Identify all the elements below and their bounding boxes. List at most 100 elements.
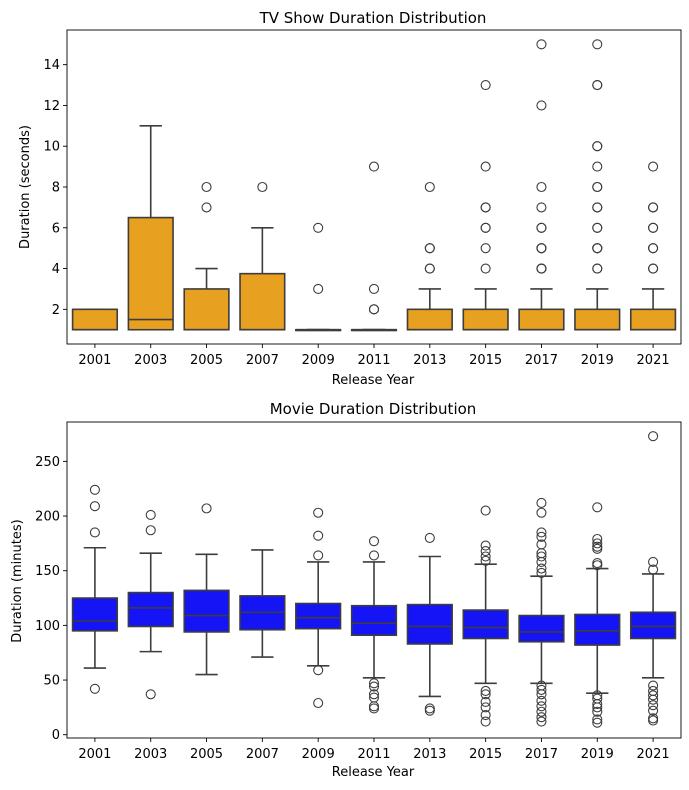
- x-tick-label: 2007: [246, 747, 279, 762]
- outlier-point: [536, 100, 547, 111]
- x-tick-label: 2003: [134, 353, 167, 368]
- x-tick-label: 2005: [190, 747, 223, 762]
- iqr-box: [127, 216, 174, 331]
- outlier-point: [592, 243, 603, 254]
- outlier-point: [648, 243, 659, 254]
- outlier-point: [648, 161, 659, 172]
- iqr-box: [183, 288, 230, 331]
- outlier-point: [480, 716, 491, 727]
- outlier-point: [592, 541, 603, 552]
- outlier-point: [592, 706, 603, 717]
- y-tick-label: 250: [35, 455, 60, 470]
- outlier-point: [424, 263, 435, 274]
- outlier-point: [592, 543, 603, 554]
- outlier-point: [536, 556, 547, 568]
- outlier-point: [592, 161, 603, 172]
- outlier-point: [313, 222, 324, 233]
- outlier-point: [201, 181, 212, 193]
- box-2021: [629, 431, 677, 726]
- y-tick-label: 6: [52, 221, 60, 236]
- outlier-point: [480, 263, 491, 274]
- outlier-point: [536, 712, 547, 723]
- box-2011: [350, 536, 398, 714]
- x-tick-label: 2013: [413, 747, 446, 762]
- outlier-point: [648, 713, 659, 724]
- outlier-point: [313, 507, 324, 518]
- outlier-point: [648, 564, 659, 575]
- outlier-point: [424, 532, 435, 543]
- outlier-point: [89, 527, 100, 538]
- x-tick-label: 2009: [302, 353, 335, 368]
- outlier-point: [648, 263, 659, 274]
- iqr-box: [629, 611, 677, 640]
- iqr-box: [462, 609, 509, 640]
- outlier-point: [592, 181, 603, 193]
- outlier-point: [536, 531, 547, 542]
- iqr-box: [574, 613, 621, 646]
- outlier-point: [648, 705, 659, 716]
- box-2001: [71, 484, 119, 694]
- box-2005: [183, 181, 230, 331]
- box-2005: [183, 503, 230, 676]
- outlier-point: [89, 501, 100, 512]
- movie-duration-chart: Movie Duration Distribution Release Year…: [10, 400, 682, 780]
- outlier-point: [89, 683, 100, 694]
- box-2017: [518, 497, 565, 727]
- x-tick-label: 2015: [469, 747, 502, 762]
- iqr-box: [71, 308, 119, 331]
- box-2017: [518, 39, 565, 331]
- y-tick-label: 150: [35, 564, 60, 579]
- outlier-point: [648, 202, 659, 213]
- outlier-point: [536, 551, 547, 562]
- iqr-box: [518, 614, 565, 643]
- y-tick-label: 4: [52, 262, 60, 277]
- x-tick-label: 2019: [581, 747, 614, 762]
- box-2015: [462, 505, 509, 727]
- chart-title: TV Show Duration Distribution: [259, 9, 487, 27]
- y-tick-label: 8: [52, 181, 60, 196]
- outlier-point: [480, 161, 491, 172]
- x-tick-label: 2017: [525, 353, 558, 368]
- y-tick-label: 100: [35, 619, 60, 634]
- outlier-point: [368, 283, 380, 294]
- outlier-point: [480, 243, 491, 254]
- tv-duration-chart: TV Show Duration Distribution Release Ye…: [18, 9, 682, 388]
- outlier-point: [313, 697, 324, 709]
- outlier-point: [480, 540, 491, 551]
- outlier-point: [368, 536, 380, 547]
- outlier-point: [648, 690, 659, 701]
- iqr-box: [350, 604, 398, 637]
- outlier-point: [368, 701, 380, 712]
- outlier-point: [592, 558, 603, 569]
- y-tick-label: 50: [43, 674, 60, 689]
- x-tick-label: 2021: [637, 353, 670, 368]
- outlier-point: [536, 706, 547, 717]
- box-2015: [462, 80, 509, 331]
- outlier-point: [536, 181, 547, 193]
- box-2021: [629, 161, 677, 331]
- chart-title: Movie Duration Distribution: [270, 400, 477, 418]
- outlier-point: [424, 705, 435, 716]
- outlier-point: [648, 222, 659, 233]
- outlier-point: [145, 509, 156, 520]
- outlier-point: [368, 681, 380, 692]
- outlier-point: [592, 693, 603, 704]
- outlier-point: [424, 243, 435, 254]
- x-tick-label: 2003: [134, 747, 167, 762]
- outlier-point: [592, 690, 603, 701]
- outlier-point: [592, 141, 603, 152]
- x-tick-label: 2001: [78, 353, 111, 368]
- outlier-point: [536, 539, 547, 550]
- outlier-point: [480, 689, 491, 700]
- box-2019: [574, 502, 621, 728]
- outlier-point: [592, 263, 603, 274]
- outlier-point: [368, 161, 380, 172]
- outlier-point: [592, 222, 603, 233]
- outlier-point: [89, 484, 100, 495]
- outlier-point: [480, 709, 491, 721]
- outlier-point: [201, 503, 212, 514]
- x-tick-label: 2007: [246, 353, 279, 368]
- iqr-box: [406, 603, 453, 645]
- box-2007: [239, 181, 286, 331]
- outlier-point: [536, 202, 547, 213]
